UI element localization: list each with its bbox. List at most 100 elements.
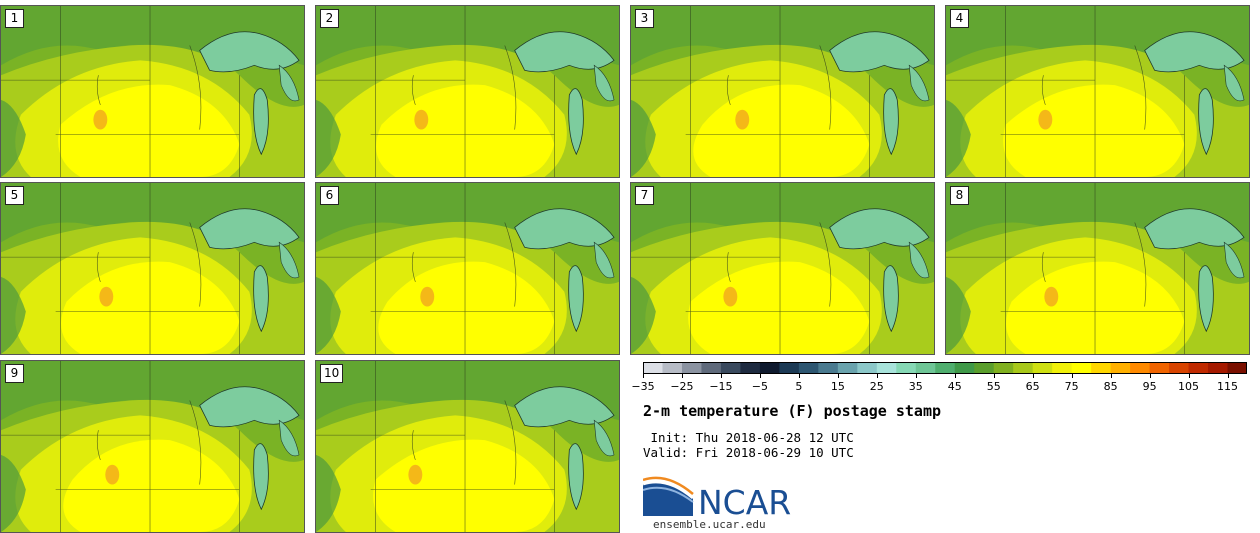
colorbar-tick-mark <box>1149 374 1151 378</box>
colorbar-tick-label: 65 <box>1025 380 1040 393</box>
temperature-map <box>946 183 1249 354</box>
member-panel-4[interactable]: 4 <box>945 5 1250 178</box>
init-time: Init: Thu 2018-06-28 12 UTC <box>643 430 854 445</box>
colorbar-tick-label: 75 <box>1064 380 1079 393</box>
colorbar-segment <box>1130 362 1151 374</box>
temperature-map <box>316 183 619 354</box>
member-label: 7 <box>635 186 654 205</box>
colorbar-segment <box>643 362 663 374</box>
colorbar-segment <box>974 362 995 374</box>
site-url[interactable]: ensemble.ucar.edu <box>653 518 766 531</box>
colorbar-tick-label: 5 <box>795 380 803 393</box>
colorbar-tick-mark <box>1188 374 1190 378</box>
colorbar-segment <box>701 362 722 374</box>
colorbar-segment <box>720 362 741 374</box>
colorbar-tick-label: −35 <box>631 380 655 393</box>
colorbar-tick-label: 35 <box>908 380 923 393</box>
colorbar-tick-label: −15 <box>709 380 733 393</box>
colorbar-tick-mark <box>720 374 722 378</box>
valid-time: Valid: Fri 2018-06-29 10 UTC <box>643 445 854 460</box>
colorbar-tick-mark <box>993 374 995 378</box>
member-panel-1[interactable]: 1 <box>0 5 305 178</box>
colorbar-segment <box>1110 362 1131 374</box>
colorbar-segment <box>1149 362 1170 374</box>
temperature-map <box>631 183 934 354</box>
colorbar-segment <box>1188 362 1209 374</box>
colorbar-tick-label: 95 <box>1142 380 1157 393</box>
colorbar-tick-label: 45 <box>947 380 962 393</box>
member-panel-7[interactable]: 7 <box>630 182 935 355</box>
member-panel-2[interactable]: 2 <box>315 5 620 178</box>
colorbar-tick-label: −5 <box>751 380 768 393</box>
colorbar-tick-label: 55 <box>986 380 1001 393</box>
member-label: 3 <box>635 9 654 28</box>
member-label: 8 <box>950 186 969 205</box>
colorbar-segment <box>1208 362 1229 374</box>
figure-title: 2-m temperature (F) postage stamp <box>643 402 942 420</box>
member-panel-8[interactable]: 8 <box>945 182 1250 355</box>
colorbar-segment <box>857 362 878 374</box>
colorbar-segment <box>1071 362 1092 374</box>
colorbar-segment <box>896 362 917 374</box>
colorbar-segment <box>1227 362 1247 374</box>
colorbar-segment <box>915 362 936 374</box>
member-panel-9[interactable]: 9 <box>0 360 305 533</box>
colorbar-tick-label: −25 <box>670 380 694 393</box>
member-label: 2 <box>320 9 339 28</box>
colorbar-segment <box>798 362 819 374</box>
colorbar-tick-mark <box>876 374 878 378</box>
colorbar-tick-mark <box>759 374 761 378</box>
colorbar-tick-mark <box>681 374 683 378</box>
temperature-map <box>631 6 934 177</box>
member-label: 4 <box>950 9 969 28</box>
colorbar-segment <box>1169 362 1190 374</box>
member-label: 9 <box>5 364 24 383</box>
temperature-colorbar <box>643 362 1247 374</box>
temperature-map <box>946 6 1249 177</box>
member-panel-5[interactable]: 5 <box>0 182 305 355</box>
colorbar-segment <box>740 362 761 374</box>
colorbar-segment <box>876 362 897 374</box>
colorbar-segment <box>779 362 800 374</box>
colorbar-tick-mark <box>1032 374 1034 378</box>
member-panel-3[interactable]: 3 <box>630 5 935 178</box>
colorbar-tick-label: 25 <box>869 380 884 393</box>
member-panel-6[interactable]: 6 <box>315 182 620 355</box>
colorbar-segment <box>662 362 683 374</box>
colorbar-segment <box>681 362 702 374</box>
colorbar-segment <box>837 362 858 374</box>
colorbar-tick-label: 85 <box>1103 380 1118 393</box>
ncar-wordmark: NCAR <box>698 483 792 522</box>
colorbar-segment <box>1013 362 1034 374</box>
colorbar-tick-mark <box>837 374 839 378</box>
colorbar-segment <box>759 362 780 374</box>
colorbar-tick-mark <box>643 374 644 378</box>
colorbar-segment <box>993 362 1014 374</box>
colorbar-segment <box>1032 362 1053 374</box>
colorbar-tick-label: 115 <box>1217 380 1239 393</box>
colorbar-segment <box>1091 362 1112 374</box>
ncar-logo-icon <box>643 476 694 516</box>
colorbar-tick-mark <box>954 374 956 378</box>
colorbar-tick-label: 15 <box>830 380 845 393</box>
temperature-map <box>316 361 619 532</box>
colorbar-segment <box>1052 362 1073 374</box>
colorbar-tick-mark <box>798 374 800 378</box>
temperature-map <box>316 6 619 177</box>
colorbar-tick-mark <box>915 374 917 378</box>
temperature-map <box>1 361 304 532</box>
colorbar-tick-label: 105 <box>1178 380 1200 393</box>
colorbar-tick-mark <box>1071 374 1073 378</box>
member-panel-10[interactable]: 10 <box>315 360 620 533</box>
member-label: 10 <box>320 364 344 383</box>
colorbar-tick-mark <box>1110 374 1112 378</box>
colorbar-tick-mark <box>1227 374 1229 378</box>
temperature-map <box>1 6 304 177</box>
member-label: 6 <box>320 186 339 205</box>
colorbar-segment <box>954 362 975 374</box>
colorbar-segment <box>935 362 956 374</box>
temperature-map <box>1 183 304 354</box>
colorbar-segment <box>818 362 839 374</box>
member-label: 5 <box>5 186 24 205</box>
member-label: 1 <box>5 9 24 28</box>
